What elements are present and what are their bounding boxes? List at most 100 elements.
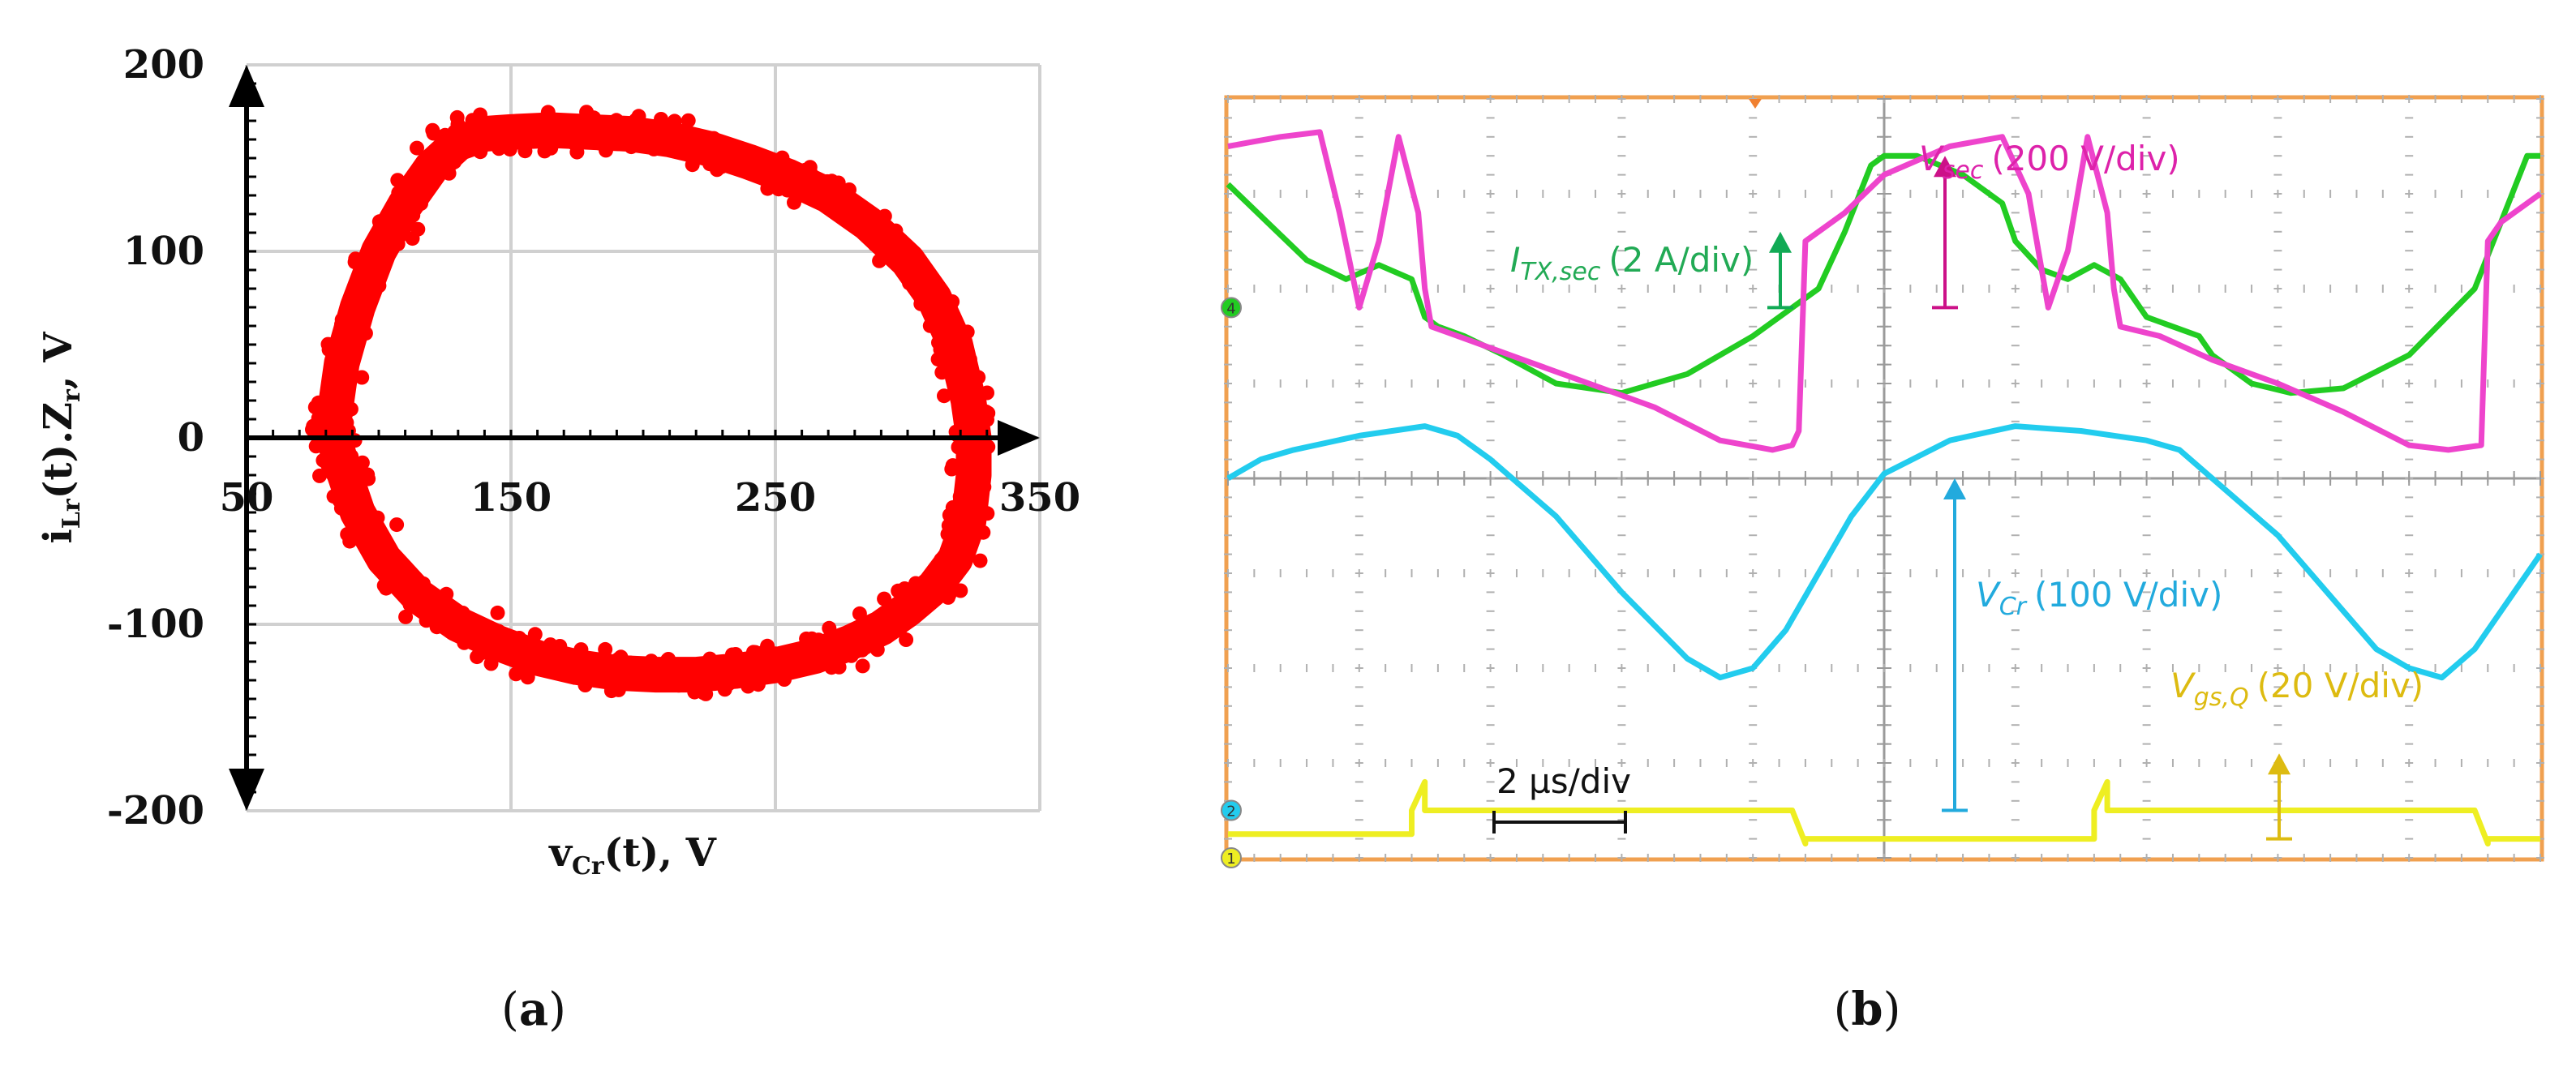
chart-a-point [945, 294, 960, 309]
chart-a-point [408, 172, 423, 187]
chart-a-point [624, 139, 639, 155]
chart-a-y-arrow-up [229, 65, 264, 107]
chart-a-point [343, 305, 358, 320]
chart-a-point [980, 506, 995, 521]
chart-a-point [305, 422, 320, 437]
chart-a-point [888, 223, 904, 238]
chart-a-point [899, 632, 914, 647]
chart-a-point [361, 471, 376, 486]
chart-a-point [470, 142, 485, 156]
chart-a-point [972, 553, 988, 568]
chart-a-point [410, 221, 426, 237]
chart-a-point [806, 650, 822, 665]
marker-vgs-q-head [2268, 753, 2290, 775]
chart-a-point [352, 459, 367, 474]
chart-a-point [517, 144, 533, 159]
chart-a-point [944, 461, 960, 477]
chart-a-point [932, 585, 947, 601]
chart-a-point [668, 123, 683, 139]
chart-a-point [502, 142, 517, 157]
chart-a-point [490, 605, 505, 620]
chart-a-xtick-label: 50 [220, 475, 274, 521]
chart-a-ytick-label: -200 [107, 788, 204, 833]
chart-a-point [688, 670, 703, 685]
chart-a-point [577, 678, 593, 692]
chart-a-point [831, 629, 846, 645]
chart-a-point [333, 500, 349, 516]
panel-label-b: (b) [1834, 983, 1901, 1036]
chart-a-point [930, 289, 944, 305]
chart-a-point [569, 144, 585, 160]
chart-a-point [934, 365, 950, 380]
trace-vgs-q [1228, 778, 2540, 846]
chart-a-point [599, 143, 613, 158]
scope-channel-number: 2 [1226, 803, 1235, 821]
chart-a-point [341, 527, 357, 542]
timebase-label: 2 µs/div [1496, 761, 1631, 801]
chart-a-point [377, 227, 393, 242]
chart-a-point [339, 482, 354, 497]
chart-a-point [696, 685, 711, 701]
chart-a-point [884, 602, 899, 617]
chart-a-point [573, 642, 589, 658]
scope-channel-number: 4 [1226, 300, 1235, 317]
chart-a-point [946, 339, 961, 354]
chart-a-point [953, 373, 968, 388]
chart-a-point [413, 578, 428, 593]
chart-a-point [321, 452, 337, 467]
chart-a-point [427, 602, 442, 618]
chart-a-point [505, 648, 521, 663]
chart-a-point [559, 121, 574, 136]
chart-a-point [371, 278, 387, 294]
chart-a-ytick-label: 100 [123, 229, 204, 274]
chart-a-x-arrow [998, 420, 1040, 456]
scope-amplitude-markers [1767, 156, 2292, 841]
chart-a-point [527, 132, 543, 147]
chart-a-point [417, 183, 432, 199]
chart-a-point [354, 370, 370, 385]
trace-vsec [1227, 129, 2543, 453]
chart-a-point [931, 335, 946, 350]
chart-a-point [680, 660, 695, 675]
chart-a-point [787, 195, 801, 210]
scope-channel-number: 1 [1226, 851, 1235, 868]
chart-a-point [374, 249, 389, 264]
scope-channel-markers: 4 2 1 [1221, 297, 1242, 868]
chart-a-point [425, 122, 440, 138]
chart-a-point [976, 525, 991, 540]
chart-a-point [893, 253, 908, 268]
chart-a-point [369, 525, 384, 540]
chart-a-point [613, 649, 629, 665]
panel-label-a: (a) [501, 983, 566, 1036]
chart-a-point [457, 635, 472, 650]
chart-a-loop-band [313, 112, 992, 693]
chart-a-point [336, 361, 351, 376]
chart-a-point [706, 131, 721, 146]
label-vcr: VCr (100 V/div) [1976, 575, 2222, 621]
chart-a-point [399, 191, 414, 207]
chart-a-point [942, 541, 958, 556]
chart-a-point [855, 658, 870, 674]
chart-a-point [364, 551, 380, 566]
chart-a-point [449, 109, 465, 125]
chart-a-ytick-label: -100 [107, 602, 204, 647]
chart-a-point [823, 194, 839, 209]
chart-a-point [770, 166, 785, 182]
chart-a-point [370, 510, 385, 525]
chart-a-point [962, 536, 977, 551]
marker-itx-sec-head [1769, 231, 1792, 253]
chart-a-point [934, 552, 949, 568]
chart-a-point [609, 113, 624, 128]
chart-a-xlabel: vCr(t), V [548, 830, 717, 881]
chart-a-point [902, 276, 917, 291]
chart-a-point [569, 657, 584, 672]
chart-a-point [547, 118, 563, 134]
chart-a-point [878, 615, 893, 630]
chart-a-y-arrow-down [229, 769, 264, 811]
chart-a-point [474, 645, 490, 660]
scope-traces [1226, 129, 2543, 846]
chart-a-point [330, 342, 345, 358]
chart-a-point [713, 661, 728, 676]
chart-a-point [822, 642, 836, 658]
